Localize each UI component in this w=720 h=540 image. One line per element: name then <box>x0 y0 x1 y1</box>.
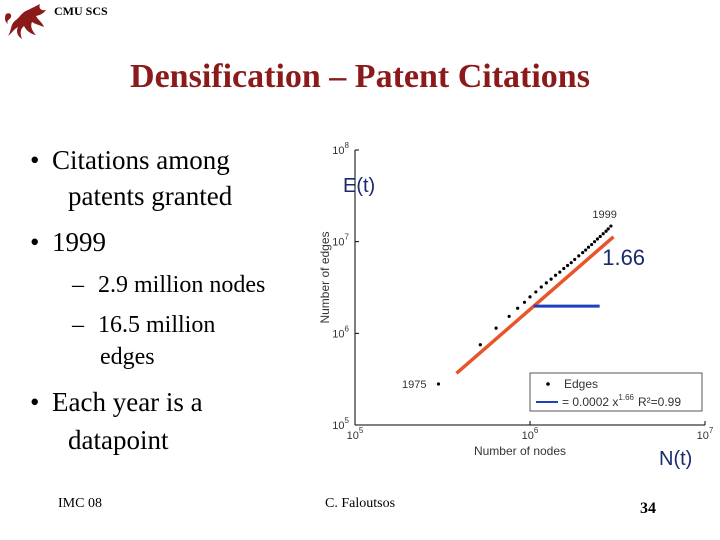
subbullet-text: 2.9 million nodes <box>98 272 266 298</box>
data-point <box>516 306 520 310</box>
bullet-datapoint-cont: datapoint <box>68 425 169 455</box>
x-tick-exponent: 6 <box>534 426 539 435</box>
y-tick-exponent: 8 <box>345 141 350 150</box>
data-point <box>494 326 498 330</box>
legend-point-marker <box>546 382 550 386</box>
footer-venue: IMC 08 <box>58 496 102 511</box>
N-t-label: N(t) <box>659 448 692 470</box>
legend-box <box>529 372 703 412</box>
data-point <box>598 234 602 239</box>
y-tick-exponent: 5 <box>345 416 350 425</box>
data-point <box>534 290 538 294</box>
chart-legend: Edges= 0.0002 x1.66 R²=0.99 <box>529 372 703 412</box>
subbullet-nodes: –2.9 million nodes <box>72 272 266 298</box>
data-point <box>606 227 610 231</box>
x-tick-label: 107 <box>697 426 714 442</box>
x-tick-exponent: 7 <box>709 426 714 435</box>
bullet-text: 1999 <box>52 227 106 257</box>
legend-series-label: Edges <box>564 377 598 391</box>
bullet-text: Citations among <box>52 145 230 175</box>
data-point <box>581 250 585 255</box>
annotation-1975: 1975 <box>402 379 426 391</box>
data-point <box>584 248 588 252</box>
brand-label: CMU SCS <box>54 4 108 18</box>
y-tick-exponent: 7 <box>345 233 350 242</box>
subbullet-text: 16.5 million <box>98 312 216 338</box>
annotation-1999: 1999 <box>592 209 616 221</box>
bullet-year: • 1999 <box>30 227 106 257</box>
x-tick-label: 105 <box>347 426 364 442</box>
y-tick-label: 106 <box>332 324 349 340</box>
x-tick-label: 106 <box>522 426 539 442</box>
y-tick-label: 108 <box>332 141 349 157</box>
data-point <box>528 295 532 299</box>
subbullet-edges-cont: edges <box>100 344 155 370</box>
data-point <box>522 300 527 304</box>
y-tick-exponent: 6 <box>345 324 350 333</box>
legend-fit-label: = 0.0002 x1.66 R²=0.99 <box>562 393 681 409</box>
data-point <box>569 261 573 265</box>
footer-author: C. Faloutsos <box>325 496 396 511</box>
data-point <box>562 266 566 271</box>
data-point <box>593 240 597 244</box>
bullet-datapoint: • Each year is a <box>30 387 203 417</box>
data-point <box>565 263 570 268</box>
data-point <box>553 273 558 277</box>
data-point <box>558 270 562 274</box>
chart-annotations: 1975 1999 1.66 E(t) N(t) <box>343 175 692 470</box>
bullet-text: Each year is a <box>52 387 203 417</box>
data-point <box>507 314 511 319</box>
legend-fit-exponent: 1.66 <box>618 393 634 402</box>
data-point <box>577 254 581 258</box>
chart-fit <box>455 235 615 375</box>
data-point <box>539 285 543 289</box>
y-axis-label: Number of edges <box>318 231 332 323</box>
data-point <box>478 343 482 347</box>
data-point <box>604 229 608 233</box>
data-point <box>609 224 613 228</box>
legend-fit-r2: R²=0.99 <box>638 395 681 409</box>
bullet-citations-cont: patents granted <box>68 181 233 211</box>
data-point <box>549 277 553 281</box>
data-point <box>590 242 594 247</box>
bullet-citations: • Citations among <box>30 145 230 175</box>
x-tick-exponent: 5 <box>359 426 364 435</box>
cmu-dragon-logo <box>4 4 46 39</box>
subbullet-edges: –16.5 million <box>72 312 216 338</box>
E-t-label: E(t) <box>343 175 375 197</box>
data-point <box>595 237 600 241</box>
y-tick-label: 107 <box>332 233 349 249</box>
data-point <box>586 245 591 249</box>
data-point <box>573 257 577 262</box>
data-point <box>436 382 441 386</box>
slide-title: Densification – Patent Citations <box>130 58 590 95</box>
data-point <box>544 281 548 285</box>
data-point <box>601 232 605 236</box>
slope-label: 1.66 <box>602 245 645 270</box>
x-axis-label: Number of nodes <box>474 444 566 458</box>
page-number: 34 <box>640 500 656 517</box>
chart-points <box>436 224 613 386</box>
